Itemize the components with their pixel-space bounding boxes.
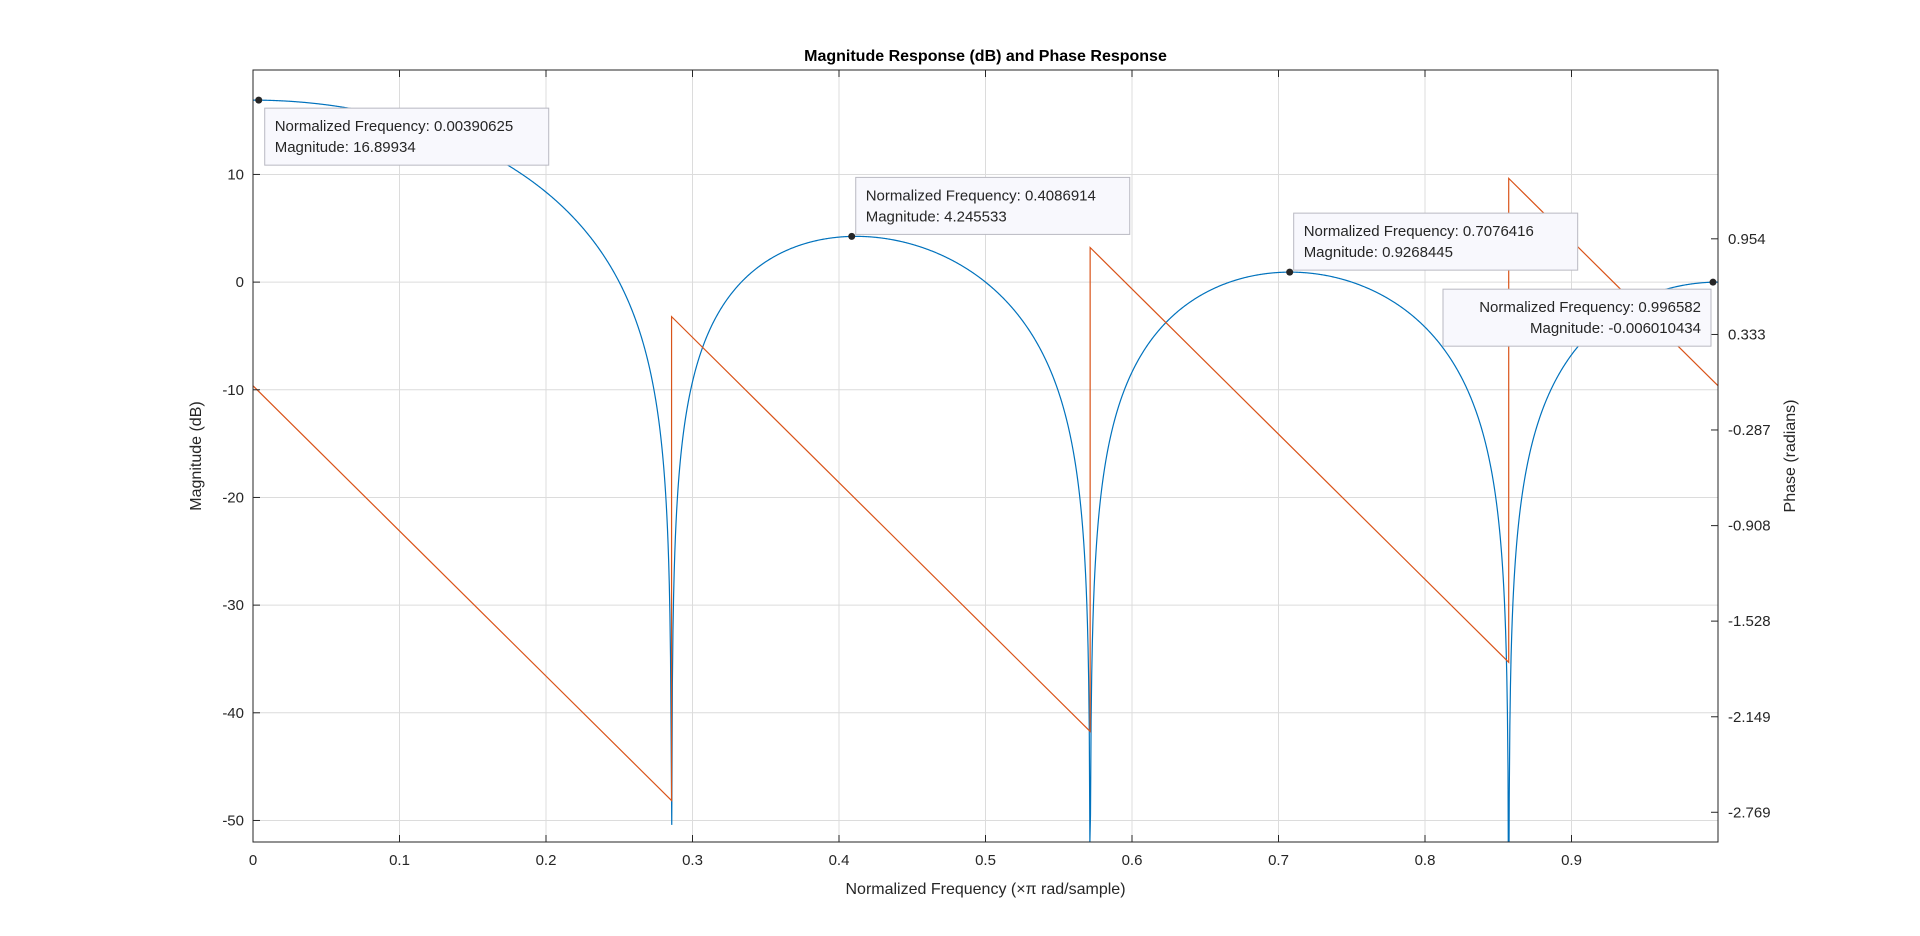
datatip-magnitude: Magnitude: 16.89934	[275, 139, 416, 156]
y-right-tick-label: 0.954	[1728, 231, 1766, 248]
y-right-tick-label: -1.528	[1728, 613, 1771, 630]
datatip[interactable]: Normalized Frequency: 0.996582 Magnitude:…	[1442, 278, 1717, 347]
x-axis-label: Normalized Frequency (×π rad/sample)	[845, 881, 1125, 898]
y-left-tick-label: 0	[236, 274, 244, 291]
x-tick-label: 0.6	[1122, 852, 1143, 869]
chart-title: Magnitude Response (dB) and Phase Respon…	[804, 48, 1167, 65]
x-tick-label: 0.8	[1415, 852, 1436, 869]
x-tick-label: 0.7	[1268, 852, 1289, 869]
datatip-magnitude: Magnitude: -0.006010434	[1530, 320, 1701, 337]
y-right-tick-label: -0.908	[1728, 518, 1771, 535]
datatip-box	[1442, 288, 1712, 347]
x-tick-label: 0.3	[682, 852, 703, 869]
x-tick-label: 0.9	[1561, 852, 1582, 869]
y-left-tick-label: -50	[222, 812, 244, 829]
axes[interactable]: 0 0.1 0.2 0.3 0.4 0.5 0.6 0.7 0.8 0.9 10 0 -10 -20 -30…	[222, 69, 1771, 936]
datatip-marker[interactable]	[1286, 268, 1294, 276]
datatip-magnitude: Magnitude: 0.9268445	[1304, 244, 1453, 261]
datatip-frequency: Normalized Frequency: 0.00390625	[275, 118, 513, 135]
y-left-tick-label: -30	[222, 597, 244, 614]
x-tick-label: 0.4	[829, 852, 850, 869]
y-left-tick-label: 10	[227, 166, 244, 183]
datatip-frequency: Normalized Frequency: 0.4086914	[866, 187, 1096, 204]
y-left-tick-label: -40	[222, 705, 244, 722]
datatip-box	[855, 176, 1131, 235]
datatip[interactable]: Normalized Frequency: 0.00390625 Magnitud…	[255, 96, 550, 166]
datatip-magnitude: Magnitude: 4.245533	[866, 208, 1007, 225]
datatip-marker[interactable]	[848, 232, 856, 240]
y-right-tick-label: -2.149	[1728, 709, 1771, 726]
datatip[interactable]: Normalized Frequency: 0.4086914 Magnitude…	[848, 176, 1131, 240]
x-tick-label: 0.2	[536, 852, 557, 869]
y-axis-left-label: Magnitude (dB)	[188, 401, 205, 510]
y-right-tick-label: -0.287	[1728, 422, 1771, 439]
y-right-tick-label: 0.333	[1728, 326, 1766, 343]
datatip-marker[interactable]	[255, 96, 263, 104]
y-right-tick-label: -2.769	[1728, 804, 1771, 821]
ticks: 0 0.1 0.2 0.3 0.4 0.5 0.6 0.7 0.8 0.9 10 0 -10 -20 -30…	[222, 70, 1771, 869]
datatip[interactable]: Normalized Frequency: 0.7076416 Magnitude…	[1286, 212, 1579, 276]
x-tick-label: 0	[249, 852, 257, 869]
y-left-tick-label: -20	[222, 489, 244, 506]
y-left-tick-label: -10	[222, 382, 244, 399]
x-tick-label: 0.5	[975, 852, 996, 869]
x-tick-label: 0.1	[389, 852, 410, 869]
datatip-frequency: Normalized Frequency: 0.7076416	[1304, 223, 1534, 240]
y-axis-right-label: Phase (radians)	[1782, 400, 1799, 513]
datatip-box	[1293, 212, 1579, 271]
datatip-box	[264, 107, 550, 166]
datatip-marker[interactable]	[1709, 278, 1717, 286]
datatip-frequency: Normalized Frequency: 0.996582	[1479, 299, 1701, 316]
datatips: Normalized Frequency: 0.00390625 Magnitud…	[255, 96, 1717, 347]
